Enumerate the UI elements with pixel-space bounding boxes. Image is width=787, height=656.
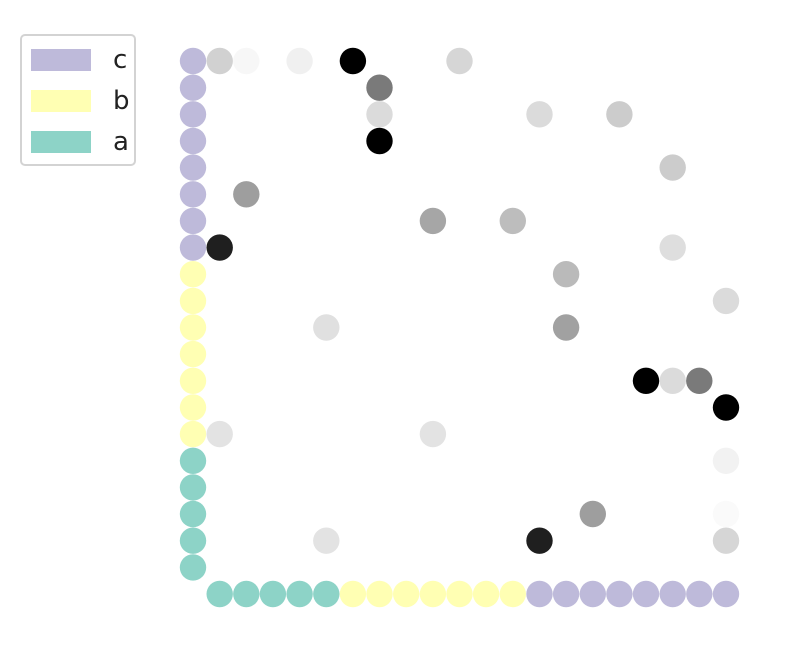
border-point-bottom-a — [233, 580, 260, 608]
border-point-left-c — [179, 74, 207, 101]
legend-item-b: b — [31, 86, 136, 116]
matrix-point — [552, 261, 580, 288]
legend-item-a: a — [31, 127, 136, 157]
legend: c b a — [20, 34, 136, 166]
matrix-point — [233, 47, 260, 75]
border-point-bottom-a — [286, 580, 313, 608]
border-point-bottom-b — [499, 580, 526, 608]
border-point-bottom-a — [313, 580, 340, 608]
border-point-left-c — [179, 101, 207, 128]
border-point-left-b — [179, 261, 207, 288]
legend-label-c: c — [113, 45, 128, 75]
border-point-left-a — [179, 474, 207, 501]
border-point-bottom-c — [659, 580, 686, 608]
matrix-point — [499, 207, 526, 235]
legend-swatch-a — [31, 131, 91, 153]
matrix-point — [206, 47, 233, 75]
border-point-bottom-c — [552, 580, 580, 608]
legend-label-a: a — [113, 127, 129, 157]
matrix-point — [686, 367, 713, 394]
border-point-bottom-a — [259, 580, 287, 608]
legend-swatch-b — [31, 90, 91, 112]
matrix-points — [206, 47, 740, 554]
border-point-left-c — [179, 234, 207, 261]
border-point-bottom-b — [446, 580, 473, 608]
matrix-point — [419, 420, 447, 448]
matrix-point — [419, 207, 447, 235]
matrix-point — [712, 287, 740, 315]
border-markers — [179, 47, 740, 608]
border-point-left-b — [179, 420, 207, 448]
border-point-bottom-b — [393, 580, 420, 608]
border-point-left-b — [179, 340, 207, 368]
matrix-point — [366, 74, 393, 101]
border-point-left-a — [179, 500, 207, 528]
matrix-point — [659, 154, 686, 181]
matrix-point — [366, 101, 393, 128]
matrix-point — [712, 500, 740, 528]
border-point-left-a — [179, 554, 207, 581]
matrix-point — [659, 367, 686, 394]
border-point-left-c — [179, 127, 207, 155]
border-point-left-b — [179, 287, 207, 315]
legend-item-c: c — [31, 45, 136, 75]
matrix-point — [632, 367, 660, 394]
border-point-bottom-b — [366, 580, 393, 608]
border-point-left-c — [179, 47, 207, 75]
border-point-left-a — [179, 447, 207, 474]
border-point-left-b — [179, 367, 207, 394]
border-point-bottom-c — [579, 580, 606, 608]
border-point-bottom-c — [632, 580, 660, 608]
border-point-bottom-c — [686, 580, 713, 608]
border-point-left-c — [179, 181, 207, 208]
border-point-bottom-c — [526, 580, 553, 608]
border-point-bottom-b — [419, 580, 447, 608]
matrix-point — [446, 47, 473, 75]
border-point-left-c — [179, 207, 207, 235]
matrix-point — [712, 447, 740, 474]
matrix-point — [526, 101, 553, 128]
matrix-point — [659, 234, 686, 261]
matrix-point — [233, 181, 260, 208]
legend-swatch-c — [31, 49, 91, 71]
matrix-point — [526, 527, 553, 554]
matrix-point — [712, 394, 740, 421]
border-point-bottom-c — [606, 580, 633, 608]
border-point-bottom-b — [472, 580, 500, 608]
legend-label-b: b — [113, 86, 130, 116]
matrix-point — [313, 314, 340, 341]
matrix-point — [606, 101, 633, 128]
border-point-left-a — [179, 527, 207, 554]
border-point-bottom-b — [339, 580, 367, 608]
matrix-point — [339, 47, 367, 75]
border-point-bottom-c — [712, 580, 740, 608]
matrix-point — [552, 314, 580, 341]
matrix-point — [579, 500, 606, 528]
border-point-left-c — [179, 154, 207, 181]
matrix-point — [206, 234, 233, 261]
border-point-left-b — [179, 394, 207, 421]
border-point-bottom-a — [206, 580, 233, 608]
matrix-point — [366, 127, 393, 155]
matrix-point — [206, 420, 233, 448]
border-point-left-b — [179, 314, 207, 341]
matrix-point — [286, 47, 313, 75]
matrix-point — [712, 527, 740, 554]
matrix-point — [313, 527, 340, 554]
